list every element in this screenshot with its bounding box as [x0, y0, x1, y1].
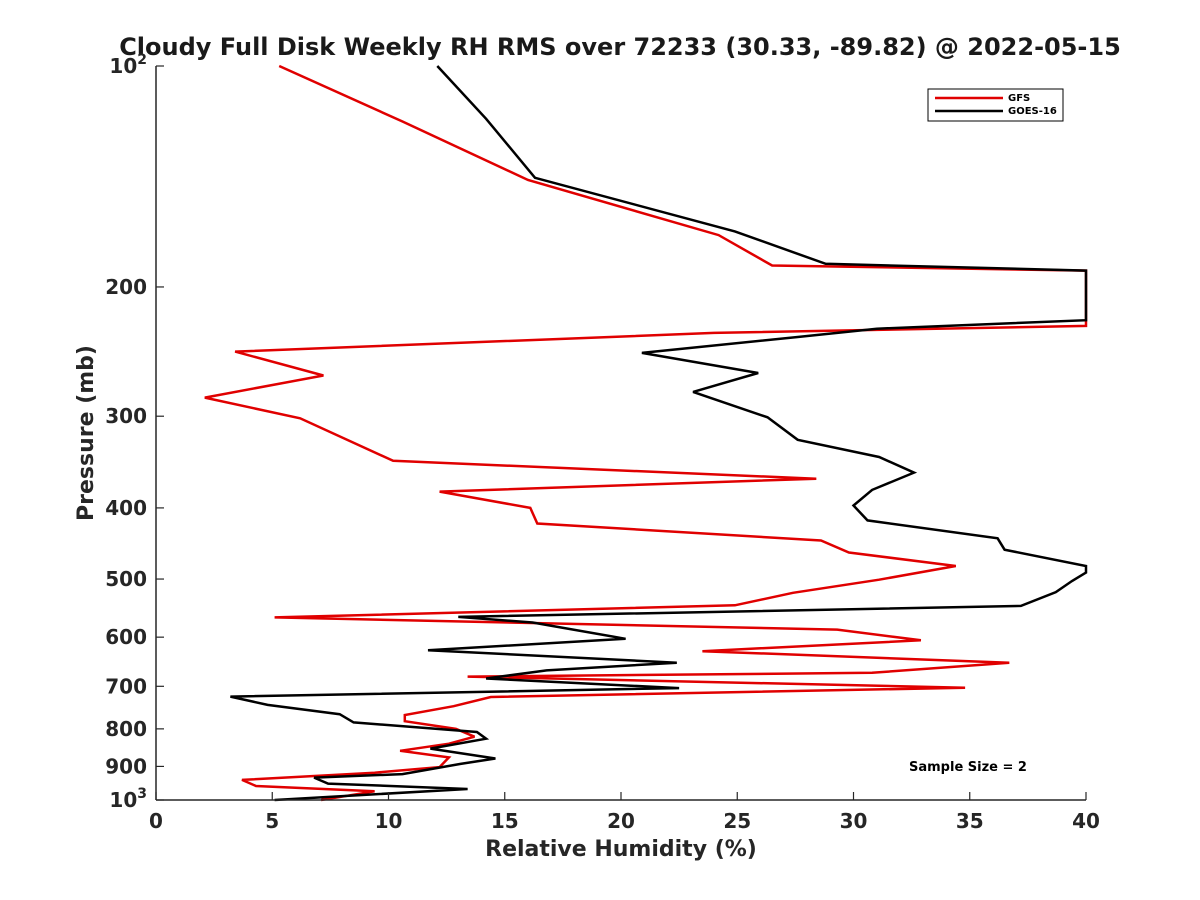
- y-tick-label: 300: [105, 404, 147, 428]
- x-tick-label: 0: [149, 809, 163, 833]
- x-axis-label: Relative Humidity (%): [485, 837, 757, 862]
- x-tick-label: 20: [607, 809, 635, 833]
- y-tick-label: 102: [109, 52, 147, 78]
- legend-label-gfs: GFS: [1008, 93, 1030, 104]
- y-tick-label: 900: [105, 754, 147, 778]
- y-tick-label: 103: [109, 786, 147, 812]
- legend: GFS GOES-16: [927, 88, 1064, 122]
- x-tick-label: 25: [723, 809, 751, 833]
- legend-label-goes16: GOES-16: [1008, 106, 1057, 117]
- series-line-gfs: [204, 64, 1088, 802]
- legend-box: [927, 88, 1064, 122]
- y-tick-label: 600: [105, 625, 147, 649]
- chart-title: Cloudy Full Disk Weekly RH RMS over 7223…: [119, 33, 1121, 61]
- sample-size-annotation: Sample Size = 2: [909, 760, 1027, 775]
- series-layer: [204, 64, 1088, 802]
- x-tick-label: 35: [956, 809, 984, 833]
- x-tick-label: 15: [491, 809, 519, 833]
- x-ticks: 0 5 10 15 20 25 30 35 40: [149, 792, 1100, 833]
- y-tick-label: 800: [105, 717, 147, 741]
- y-ticks: 102 200 300 400 500 600 700 800 900 103: [105, 52, 164, 812]
- x-tick-label: 40: [1072, 809, 1100, 833]
- series-goes16: [230, 65, 1088, 802]
- y-tick-label: 500: [105, 567, 147, 591]
- plot-area: 0 5 10 15 20 25 30 35 40 102 200 300 400 500 600 700 80…: [105, 52, 1100, 833]
- series-line-goes16: [230, 65, 1088, 802]
- x-tick-label: 10: [375, 809, 403, 833]
- y-tick-label: 700: [105, 674, 147, 698]
- x-tick-label: 5: [265, 809, 279, 833]
- x-tick-label: 30: [840, 809, 868, 833]
- y-tick-label: 200: [105, 275, 147, 299]
- y-axis-label: Pressure (mb): [74, 345, 99, 521]
- series-gfs: [204, 64, 1088, 802]
- y-tick-label: 400: [105, 496, 147, 520]
- plot-background: [156, 66, 1086, 800]
